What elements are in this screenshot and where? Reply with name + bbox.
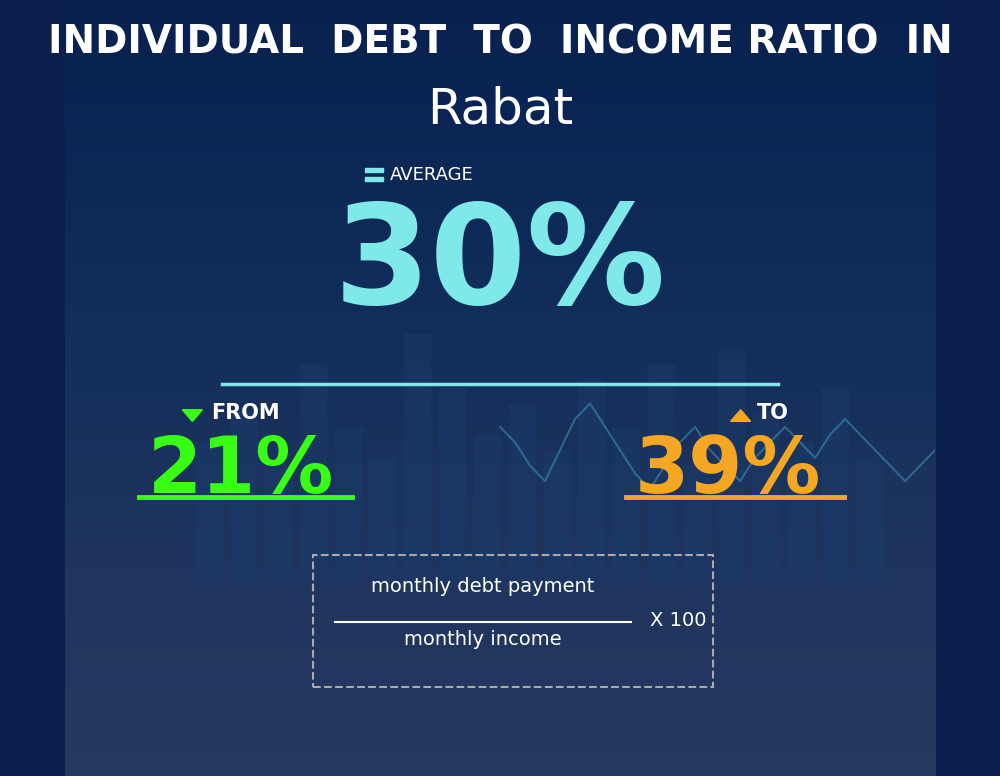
Text: FROM: FROM (211, 403, 280, 423)
Text: INDIVIDUAL  DEBT  TO  INCOME RATIO  IN: INDIVIDUAL DEBT TO INCOME RATIO IN (48, 23, 952, 61)
Bar (787, 442, 813, 582)
Bar (613, 427, 639, 582)
Bar (300, 365, 326, 582)
Text: X 100: X 100 (650, 611, 707, 630)
Bar (683, 466, 709, 582)
Text: monthly income: monthly income (404, 630, 561, 649)
Bar (365, 177, 383, 181)
Bar (578, 380, 604, 582)
Text: TO: TO (757, 403, 789, 423)
Bar (265, 466, 291, 582)
Bar (648, 365, 674, 582)
Bar (404, 334, 430, 582)
Bar (544, 450, 570, 582)
Text: Rabat: Rabat (427, 85, 573, 133)
Polygon shape (182, 410, 202, 421)
Bar (439, 388, 465, 582)
Bar (822, 388, 848, 582)
Bar (365, 168, 383, 172)
Bar (474, 435, 500, 582)
Text: 21%: 21% (148, 433, 334, 509)
Bar (509, 404, 535, 582)
Polygon shape (731, 410, 751, 421)
Bar (718, 349, 744, 582)
Bar (857, 458, 883, 582)
Bar (335, 427, 361, 582)
Text: 39%: 39% (635, 433, 821, 509)
Text: monthly debt payment: monthly debt payment (371, 577, 594, 595)
Bar (313, 555, 713, 687)
Text: AVERAGE: AVERAGE (389, 165, 473, 184)
Text: 30%: 30% (334, 198, 666, 333)
Bar (195, 442, 222, 582)
Bar (230, 411, 256, 582)
Bar (752, 411, 778, 582)
Bar (369, 458, 396, 582)
